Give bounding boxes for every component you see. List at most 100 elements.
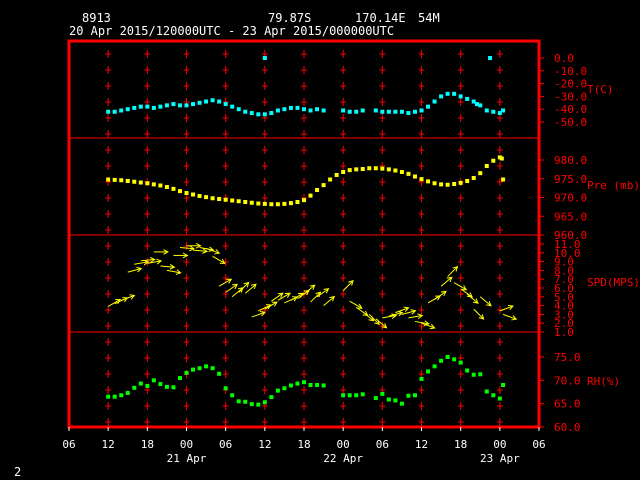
pressure-point <box>445 182 450 187</box>
wind-arrow-head <box>226 278 233 284</box>
y-tick-label: -20.0 <box>554 78 587 91</box>
pressure-point <box>465 179 470 183</box>
temperature-point <box>380 109 385 114</box>
x-tick-label: 00 <box>337 438 350 451</box>
pressure-point <box>412 174 417 179</box>
rh-point <box>354 393 359 398</box>
wind-arrow-shaft <box>447 266 458 277</box>
wind-arrow-head <box>478 314 485 320</box>
pressure-point <box>321 183 326 188</box>
panel-label: T(C) <box>587 83 614 96</box>
wind-arrow-head <box>163 249 169 255</box>
wind-arrow-head <box>136 266 143 273</box>
wind-arrow-head <box>219 258 226 264</box>
temperature-point <box>223 102 228 107</box>
y-tick-label: -30.0 <box>554 90 587 103</box>
wind-arrow-shaft <box>440 276 453 287</box>
wind-arrow-shaft <box>205 247 220 254</box>
rh-point <box>177 376 182 380</box>
temperature-point <box>275 108 280 113</box>
wind-arrow-head <box>214 249 221 255</box>
wind-arrow-shaft <box>107 299 121 307</box>
temperature-point <box>151 105 156 110</box>
pressure-point <box>452 182 457 186</box>
y-tick-label: 965.0 <box>554 210 587 223</box>
wind-arrow-shaft <box>140 259 155 262</box>
wind-arrow-shaft <box>127 268 142 273</box>
wind-arrow-shaft <box>264 301 278 310</box>
temperature-point <box>243 109 248 114</box>
temperature-point <box>256 112 261 117</box>
wind-arrow-shaft <box>502 313 517 320</box>
station-elevation: 54M <box>418 11 440 25</box>
pressure-point <box>119 178 124 183</box>
pressure-point <box>328 177 333 182</box>
rh-point <box>341 393 346 398</box>
pressure-point <box>106 177 111 182</box>
temperature-point <box>262 112 267 117</box>
rh-point <box>132 385 137 390</box>
rh-point <box>191 367 196 372</box>
rh-point <box>478 372 483 377</box>
y-tick-label: 7.0 <box>554 273 574 286</box>
temperature-point <box>445 91 450 96</box>
pressure-point <box>262 201 267 206</box>
rh-point <box>399 401 404 406</box>
wind-arrow-shaft <box>271 292 284 302</box>
rh-point <box>347 393 352 398</box>
wind-arrow-head <box>250 283 257 290</box>
wind-arrow-head <box>243 281 250 288</box>
temperature-point <box>308 108 313 113</box>
rh-point <box>236 399 241 404</box>
y-tick-label: 975.0 <box>554 173 587 186</box>
x-tick-label: 18 <box>297 438 310 451</box>
temperature-point <box>106 109 111 114</box>
pressure-point <box>236 199 241 204</box>
temperature-point <box>474 102 479 107</box>
wind-arrow-head <box>156 258 163 265</box>
temperature-point <box>354 109 359 114</box>
temperature-point <box>426 104 431 109</box>
wind-arrow-shaft <box>134 261 149 265</box>
wind-arrow-shaft <box>466 293 479 304</box>
wind-arrow-shaft <box>479 296 492 307</box>
temperature-point <box>262 56 267 60</box>
wind-arrow-head <box>175 269 182 275</box>
pressure-point <box>230 198 235 203</box>
rh-point <box>151 378 156 383</box>
x-tick-label: 00 <box>493 438 506 451</box>
rh-point <box>275 388 280 393</box>
pressure-point <box>341 170 346 174</box>
wind-arrow-head <box>271 301 278 307</box>
pressure-point <box>386 167 391 172</box>
y-tick-label: 5.0 <box>554 291 574 304</box>
temperature-point <box>288 105 293 110</box>
wind-arrow-shaft <box>218 278 232 287</box>
temperature-point <box>138 104 143 109</box>
rh-point <box>210 366 215 371</box>
pressure-point <box>295 200 300 204</box>
rh-point <box>302 380 306 385</box>
pressure-point <box>177 189 182 194</box>
wind-arrow-shaft <box>368 314 380 325</box>
x-tick-label: 12 <box>102 438 115 451</box>
x-tick-label: 00 <box>180 438 193 451</box>
pressure-point <box>315 188 320 192</box>
wind-arrow-head <box>259 311 266 317</box>
rh-point <box>393 398 398 403</box>
wind-arrow-shaft <box>179 247 194 250</box>
temperature-point <box>341 108 346 113</box>
pressure-point <box>302 198 306 203</box>
y-tick-label: 75.0 <box>554 351 581 364</box>
temperature-point <box>501 108 506 113</box>
temperature-point <box>171 102 176 107</box>
pressure-point <box>256 201 261 206</box>
wind-arrow-head <box>309 284 316 290</box>
panel-label: Pre (mb) <box>587 179 640 192</box>
y-tick-label: 8.0 <box>554 264 574 277</box>
x-date-label: 22 Apr <box>323 452 363 465</box>
y-tick-label: 1.0 <box>554 326 574 339</box>
wind-arrow-shaft <box>382 314 397 319</box>
wind-arrow-shaft <box>362 311 374 322</box>
pressure-point <box>393 168 398 173</box>
